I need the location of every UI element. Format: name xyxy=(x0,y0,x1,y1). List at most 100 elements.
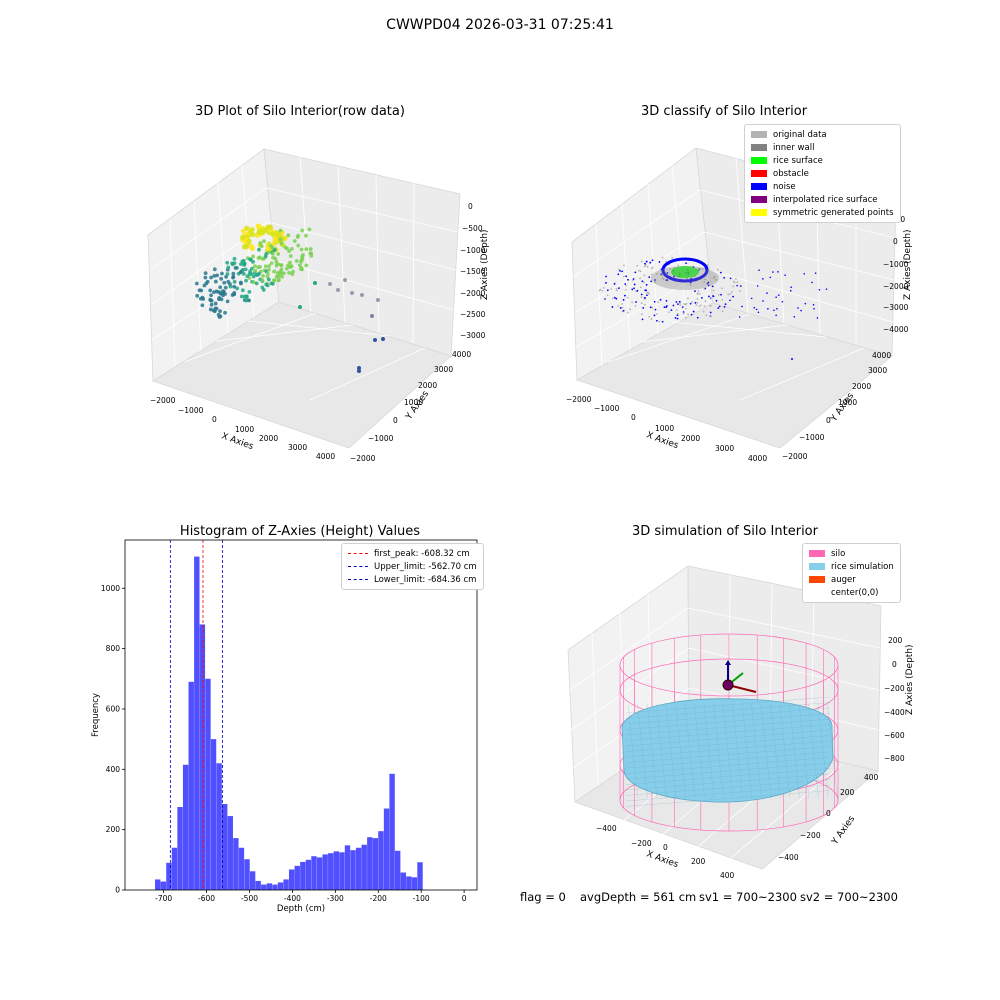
rice-mesh-line xyxy=(625,784,831,802)
data-point xyxy=(706,282,709,285)
data-point xyxy=(240,234,246,240)
histogram-reference-lines xyxy=(169,540,223,890)
data-point xyxy=(276,252,281,256)
data-point xyxy=(381,337,385,341)
x-tick-label: -400 xyxy=(284,894,301,903)
data-point xyxy=(255,272,260,277)
data-point xyxy=(695,304,698,306)
data-point xyxy=(709,305,712,307)
data-point xyxy=(242,262,247,266)
legend-swatch xyxy=(809,589,825,596)
data-point xyxy=(251,280,256,285)
histogram-bar xyxy=(333,851,340,890)
rice-mesh-line xyxy=(625,696,831,714)
data-point xyxy=(625,275,628,278)
data-point xyxy=(376,298,380,302)
histogram-bar xyxy=(400,872,406,890)
legend-swatch xyxy=(751,170,767,177)
data-point xyxy=(694,290,696,293)
data-point xyxy=(373,338,377,342)
data-point xyxy=(619,307,622,309)
data-point xyxy=(813,307,815,310)
data-point xyxy=(272,248,277,253)
rice-mesh-line xyxy=(827,703,838,799)
data-point xyxy=(740,285,742,287)
data-point xyxy=(711,285,714,288)
panel2-points xyxy=(598,256,828,360)
rice-mesh-line xyxy=(625,713,831,730)
data-point xyxy=(296,243,301,248)
p4-xtick: 200 xyxy=(691,857,706,866)
p2-ytick: −2000 xyxy=(782,452,808,461)
histogram-bar xyxy=(272,884,278,890)
p1-ytick: 3000 xyxy=(434,365,453,374)
data-point xyxy=(308,247,313,251)
histogram-bar xyxy=(344,845,351,890)
data-point xyxy=(251,274,256,279)
data-point xyxy=(623,264,625,267)
rice-mesh-line xyxy=(789,703,800,799)
panel3-title: Histogram of Z-Axies (Height) Values xyxy=(179,524,421,539)
data-point xyxy=(239,262,243,267)
data-point xyxy=(254,281,259,286)
data-point xyxy=(627,278,629,281)
histogram-bar xyxy=(182,764,189,890)
panel3-plot: -700 -600 -500 -400 -300 -200 -100 0 0 200 400 600… xyxy=(91,539,478,914)
data-point xyxy=(654,308,657,311)
data-point xyxy=(271,255,275,260)
legend-swatch xyxy=(809,563,825,570)
rice-mesh-line xyxy=(665,703,677,799)
p4-xlabel: X Axies xyxy=(645,849,680,870)
data-point xyxy=(605,275,607,278)
data-point xyxy=(698,305,701,308)
data-point xyxy=(253,268,258,273)
data-point xyxy=(621,270,624,273)
data-point xyxy=(251,259,255,264)
rice-mesh-line xyxy=(625,735,831,752)
data-point xyxy=(611,297,614,300)
data-point xyxy=(272,278,276,283)
data-point xyxy=(803,272,806,275)
data-point xyxy=(741,305,743,308)
histogram-bar xyxy=(395,850,401,890)
data-point xyxy=(660,273,663,276)
data-point xyxy=(599,288,602,291)
data-point xyxy=(644,289,647,292)
histogram-bar xyxy=(288,869,295,890)
data-point xyxy=(669,268,672,270)
data-point xyxy=(261,287,266,292)
rice-mesh-line xyxy=(751,703,762,799)
data-point xyxy=(696,316,699,319)
p2-ytick: 3000 xyxy=(868,366,887,375)
rice-mesh-line xyxy=(798,703,810,799)
data-point xyxy=(300,228,305,233)
rice-surface-points xyxy=(671,266,699,278)
data-point xyxy=(732,285,735,288)
x-tick-label: -100 xyxy=(413,894,430,903)
data-point xyxy=(672,304,675,307)
data-point xyxy=(723,305,726,308)
data-point xyxy=(264,282,269,287)
histogram-x-ticks: -700 -600 -500 -400 -300 -200 -100 0 xyxy=(155,890,467,903)
data-point xyxy=(209,293,213,298)
data-point xyxy=(215,273,220,278)
data-point xyxy=(753,306,756,309)
data-point xyxy=(279,271,284,275)
p2-xtick: 4000 xyxy=(748,454,767,463)
histogram-bar xyxy=(305,859,312,890)
data-point xyxy=(756,285,759,287)
data-point xyxy=(617,305,620,308)
p2-xtick: −1000 xyxy=(594,404,620,413)
data-point xyxy=(651,266,654,269)
histogram-y-ticks: 0 200 400 600 800 1000 xyxy=(101,584,125,895)
histogram-bar xyxy=(210,739,217,890)
data-point xyxy=(231,274,236,279)
data-point xyxy=(676,312,679,315)
legend-line xyxy=(348,579,368,580)
data-point xyxy=(677,303,679,306)
legend-item: Lower_limit: -684.36 cm xyxy=(348,573,477,586)
data-point xyxy=(712,277,715,279)
inner-wall-points xyxy=(651,266,719,290)
p1-ytick: 1000 xyxy=(404,398,423,407)
data-point xyxy=(811,281,813,284)
